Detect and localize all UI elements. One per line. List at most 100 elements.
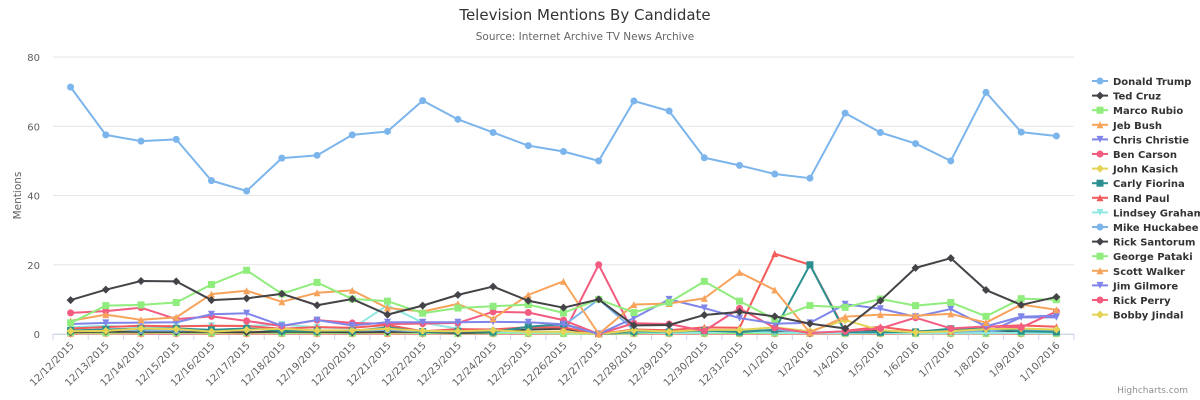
data-point — [1017, 300, 1026, 309]
legend-item[interactable]: Ben Carson — [1092, 150, 1177, 161]
data-point — [102, 131, 110, 139]
chart-subtitle: Source: Internet Archive TV News Archive — [475, 31, 695, 43]
x-tick-label: 1/7/2016 — [917, 340, 957, 380]
data-point — [278, 322, 286, 330]
data-point — [630, 314, 638, 322]
x-tick-label: 1/4/2016 — [812, 340, 852, 380]
legend-label: Ted Cruz — [1113, 92, 1161, 103]
data-point — [67, 319, 75, 327]
legend-label: Rick Santorum — [1113, 238, 1195, 249]
legend-label: Carly Fiorina — [1113, 179, 1185, 190]
data-point — [982, 319, 990, 327]
data-point — [806, 174, 814, 182]
data-point — [806, 302, 814, 310]
data-point — [348, 131, 356, 139]
legend-label: Mike Huckabee — [1113, 223, 1199, 234]
legend-item[interactable]: Carly Fiorina — [1092, 179, 1185, 190]
legend-item[interactable]: Rick Santorum — [1092, 237, 1195, 249]
legend-item[interactable]: Mike Huckabee — [1092, 223, 1199, 234]
legend-item[interactable]: Rand Paul — [1092, 194, 1170, 205]
data-point — [665, 107, 673, 115]
data-point — [524, 291, 532, 299]
data-point — [207, 290, 215, 298]
data-point — [419, 309, 427, 317]
y-tick-label: 40 — [27, 192, 40, 203]
legend-symbol — [1096, 281, 1104, 289]
data-point — [595, 157, 603, 165]
data-point — [911, 328, 920, 337]
data-point — [489, 302, 497, 310]
data-point — [243, 266, 251, 274]
legend-item[interactable]: Jim Gilmore — [1092, 281, 1178, 292]
legend-symbol — [1096, 164, 1104, 173]
data-point — [630, 309, 638, 317]
data-point — [911, 263, 920, 272]
data-point — [946, 254, 955, 263]
data-point — [1052, 312, 1060, 320]
data-point — [524, 323, 532, 331]
chart-title: Television Mentions By Candidate — [459, 6, 711, 24]
data-point — [137, 137, 145, 145]
legend-item[interactable]: John Kasich — [1092, 164, 1178, 176]
legend-label: Jim Gilmore — [1112, 281, 1178, 292]
data-point — [876, 324, 884, 332]
legend-item[interactable]: George Pataki — [1092, 252, 1193, 263]
legend-item[interactable]: Lindsey Graham — [1092, 208, 1200, 219]
legend-item[interactable]: Ted Cruz — [1092, 91, 1161, 103]
data-point — [736, 314, 744, 322]
data-point — [454, 115, 462, 123]
legend-item[interactable]: Donald Trump — [1092, 77, 1191, 88]
data-point — [419, 97, 427, 105]
data-point — [1052, 132, 1060, 140]
data-point — [735, 325, 744, 334]
data-point — [700, 310, 709, 319]
data-point — [771, 324, 779, 332]
data-point — [313, 278, 321, 286]
data-point — [172, 313, 180, 321]
legend-item[interactable]: Marco Rubio — [1092, 106, 1183, 117]
legend-item[interactable]: Bobby Jindal — [1092, 310, 1183, 322]
data-point — [383, 304, 391, 312]
data-point — [947, 157, 955, 165]
legend-item[interactable]: Scott Walker — [1092, 267, 1185, 278]
chart-credits[interactable]: Highcharts.com — [1117, 386, 1188, 396]
data-point — [67, 83, 75, 91]
data-point — [595, 261, 603, 269]
legend-item[interactable]: Rick Perry — [1092, 296, 1171, 307]
data-point — [1052, 325, 1061, 334]
series-donald-trump — [67, 83, 1060, 195]
data-point — [771, 286, 779, 294]
data-point — [313, 289, 321, 297]
legend-item[interactable]: Chris Christie — [1092, 135, 1189, 146]
legend-symbol — [1096, 208, 1104, 216]
legend-label: George Pataki — [1113, 252, 1193, 263]
data-point — [102, 319, 110, 327]
data-point — [630, 97, 638, 105]
data-point — [771, 170, 779, 178]
data-point — [348, 326, 357, 335]
data-point — [559, 327, 568, 336]
legend-symbol — [1096, 121, 1104, 129]
legend-label: Lindsey Graham — [1113, 208, 1200, 219]
legend-symbol — [1096, 223, 1104, 231]
data-point — [454, 318, 462, 326]
data-point — [207, 177, 215, 185]
data-point — [207, 310, 215, 318]
data-point — [947, 305, 955, 313]
y-tick-label: 0 — [34, 330, 40, 341]
data-point — [1017, 128, 1025, 136]
data-point — [137, 324, 146, 333]
legend-symbol — [1096, 135, 1104, 143]
data-point — [981, 286, 990, 295]
data-point — [947, 310, 955, 318]
legend-label: John Kasich — [1112, 165, 1178, 176]
data-point — [841, 109, 849, 117]
data-point — [700, 304, 708, 312]
data-point — [560, 277, 567, 285]
legend-item[interactable]: Jeb Bush — [1092, 121, 1162, 132]
y-tick-label: 20 — [27, 261, 40, 272]
data-point — [383, 310, 392, 319]
data-point — [66, 296, 75, 305]
data-point — [101, 326, 110, 335]
data-point — [207, 327, 216, 336]
